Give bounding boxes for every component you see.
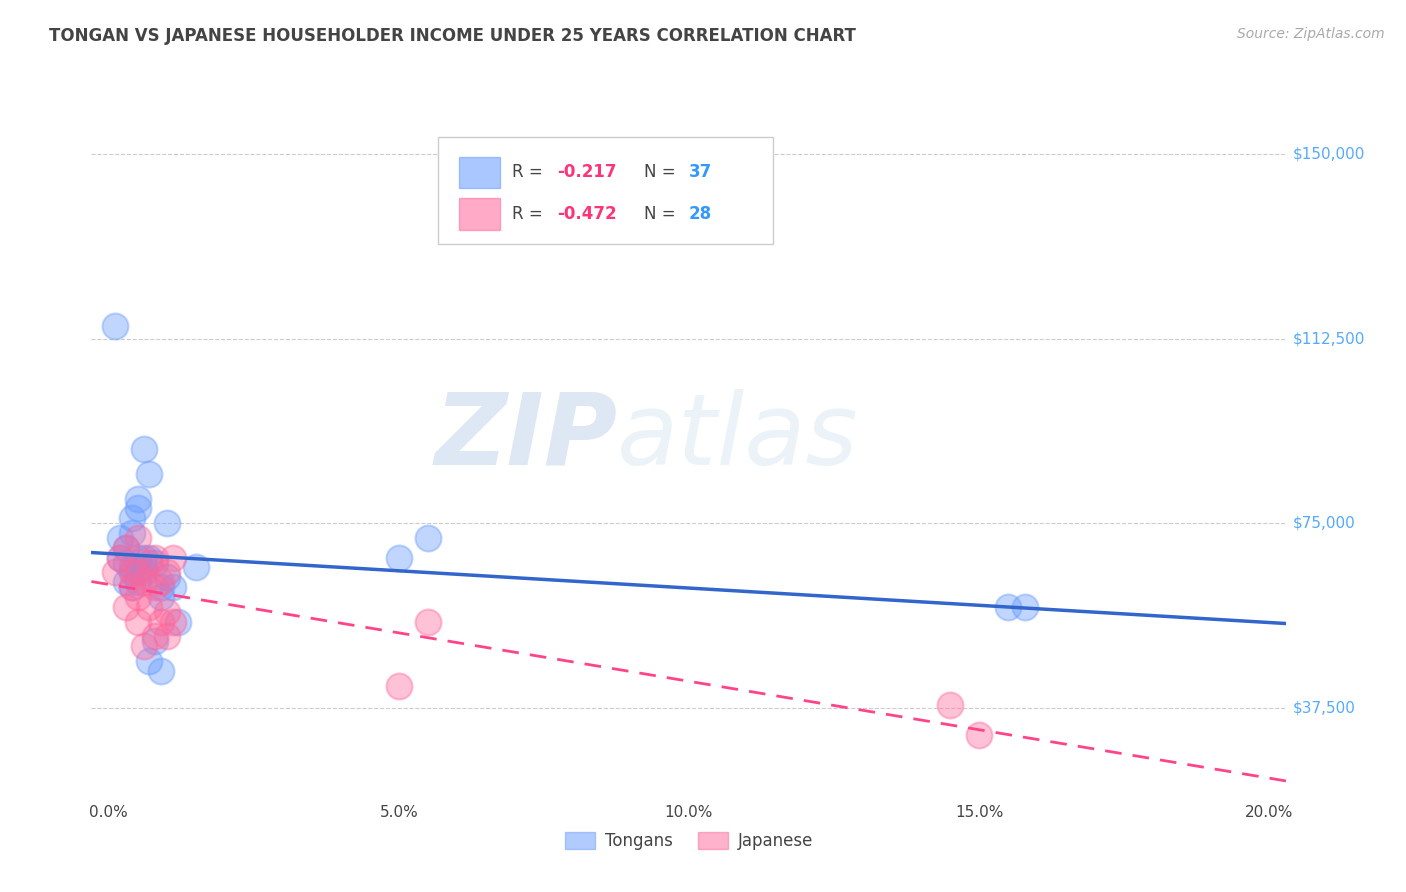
Point bbox=[143, 550, 166, 565]
Text: $75,000: $75,000 bbox=[1292, 516, 1355, 531]
Point bbox=[127, 590, 149, 604]
Point bbox=[110, 550, 132, 565]
Point bbox=[416, 615, 439, 629]
Point bbox=[104, 566, 127, 580]
Point bbox=[150, 575, 173, 590]
Point bbox=[143, 556, 166, 570]
Point bbox=[156, 629, 179, 643]
Point bbox=[150, 590, 173, 604]
Point bbox=[127, 615, 149, 629]
Point bbox=[110, 531, 132, 545]
Point bbox=[132, 575, 155, 590]
Point bbox=[127, 566, 149, 580]
Point bbox=[132, 560, 155, 574]
Point bbox=[121, 560, 143, 574]
Point bbox=[115, 556, 138, 570]
Point bbox=[143, 634, 166, 648]
Text: 37: 37 bbox=[689, 163, 713, 181]
Point bbox=[143, 580, 166, 594]
Point bbox=[156, 566, 179, 580]
Point bbox=[115, 541, 138, 555]
FancyBboxPatch shape bbox=[437, 137, 773, 244]
Point bbox=[388, 550, 411, 565]
Point bbox=[104, 319, 127, 334]
Text: TONGAN VS JAPANESE HOUSEHOLDER INCOME UNDER 25 YEARS CORRELATION CHART: TONGAN VS JAPANESE HOUSEHOLDER INCOME UN… bbox=[49, 27, 856, 45]
Text: $150,000: $150,000 bbox=[1292, 146, 1365, 161]
Legend: Tongans, Japanese: Tongans, Japanese bbox=[558, 825, 820, 857]
Point bbox=[388, 679, 411, 693]
Point bbox=[115, 599, 138, 614]
FancyBboxPatch shape bbox=[460, 157, 501, 188]
Point bbox=[138, 550, 160, 565]
Text: -0.217: -0.217 bbox=[557, 163, 617, 181]
Point bbox=[184, 560, 207, 574]
FancyBboxPatch shape bbox=[460, 198, 501, 230]
Point bbox=[127, 491, 149, 506]
Point bbox=[115, 541, 138, 555]
Point bbox=[127, 501, 149, 516]
Point bbox=[150, 580, 173, 594]
Text: $37,500: $37,500 bbox=[1292, 700, 1355, 715]
Point bbox=[127, 550, 149, 565]
Point bbox=[132, 566, 155, 580]
Point bbox=[121, 580, 143, 594]
Text: 28: 28 bbox=[689, 205, 711, 223]
Point bbox=[150, 615, 173, 629]
Point bbox=[167, 615, 190, 629]
Text: $112,500: $112,500 bbox=[1292, 331, 1365, 346]
Point bbox=[121, 580, 143, 594]
Point bbox=[138, 654, 160, 668]
Point bbox=[150, 664, 173, 678]
Text: atlas: atlas bbox=[617, 389, 859, 485]
Point bbox=[1014, 599, 1036, 614]
Text: N =: N = bbox=[644, 205, 681, 223]
Point bbox=[138, 599, 160, 614]
Point bbox=[143, 629, 166, 643]
Text: N =: N = bbox=[644, 163, 681, 181]
Point bbox=[121, 566, 143, 580]
Point bbox=[127, 566, 149, 580]
Point bbox=[121, 566, 143, 580]
Text: Source: ZipAtlas.com: Source: ZipAtlas.com bbox=[1237, 27, 1385, 41]
Point bbox=[939, 698, 962, 713]
Point bbox=[156, 570, 179, 584]
Point bbox=[156, 605, 179, 619]
Text: ZIP: ZIP bbox=[434, 389, 617, 485]
Point bbox=[138, 467, 160, 481]
Point bbox=[115, 575, 138, 590]
Text: R =: R = bbox=[512, 205, 548, 223]
Point bbox=[162, 615, 184, 629]
Point bbox=[416, 531, 439, 545]
Point bbox=[156, 516, 179, 531]
Point bbox=[121, 511, 143, 525]
Point bbox=[127, 531, 149, 545]
Point bbox=[162, 580, 184, 594]
Point bbox=[162, 550, 184, 565]
Point bbox=[127, 575, 149, 590]
Text: R =: R = bbox=[512, 163, 548, 181]
Point bbox=[110, 550, 132, 565]
Text: -0.472: -0.472 bbox=[557, 205, 617, 223]
Point bbox=[132, 442, 155, 457]
Point bbox=[132, 639, 155, 653]
Point bbox=[967, 728, 990, 742]
Point bbox=[132, 550, 155, 565]
Point bbox=[121, 526, 143, 541]
Point bbox=[997, 599, 1019, 614]
Point bbox=[138, 556, 160, 570]
